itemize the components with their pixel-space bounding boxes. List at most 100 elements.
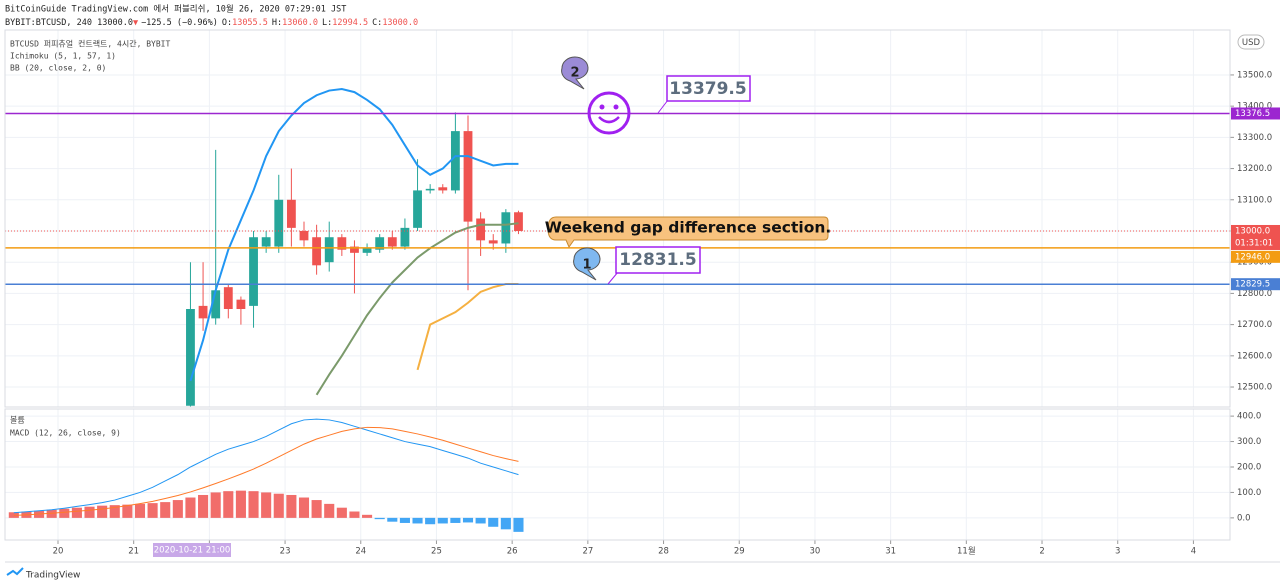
histogram-bar — [46, 509, 57, 518]
candle-body — [211, 290, 221, 319]
last-price-label: 13000.0 — [1235, 226, 1270, 236]
x-tick-label: 23 — [280, 547, 291, 557]
histogram-bar — [311, 500, 322, 518]
y-tick-label: 12500.0 — [1237, 383, 1272, 393]
pane-title: BTCUSD 퍼피츄얼 컨트랙트, 4시간, BYBIT — [10, 39, 170, 49]
price-note: 13379.5 — [669, 79, 746, 99]
candle-body — [186, 309, 195, 406]
x-tick-label: 30 — [810, 547, 821, 557]
indicator-legend: BB (20, close, 2, 0) — [10, 64, 106, 73]
last-price-bg — [1231, 224, 1280, 250]
histogram-bar — [412, 517, 423, 524]
level-label-bg — [1231, 107, 1280, 120]
smiley — [587, 91, 631, 135]
indicator-legend: MACD (12, 26, close, 9) — [10, 429, 121, 438]
candle-body — [488, 240, 498, 244]
marker-bubble — [561, 56, 589, 90]
level-label: 12829.5 — [1235, 280, 1270, 290]
callout-pointer — [607, 271, 619, 285]
candle-body — [299, 230, 309, 241]
ohlc-key: C: — [372, 18, 382, 28]
candle-body — [476, 218, 486, 241]
annotations: 2 13379.5 Weekend gap difference section… — [545, 56, 832, 285]
main-pane-border — [4, 29, 1231, 408]
histogram-bar — [84, 506, 95, 518]
histogram-bar — [450, 517, 461, 523]
histogram-bar — [109, 505, 120, 518]
histogram-bar — [248, 491, 259, 518]
ohlc-value: 12994.5 — [332, 18, 368, 28]
candle-body — [438, 187, 448, 191]
candle-body — [463, 131, 473, 222]
candle-body — [400, 227, 410, 247]
histogram-bar — [362, 514, 373, 518]
candle-body — [350, 246, 359, 253]
x-tick-label: 11월 — [957, 546, 976, 557]
pane-title: 볼륨 — [10, 415, 25, 425]
histogram-bar — [336, 507, 347, 518]
candles — [186, 87, 523, 407]
crosshair-label-bg — [153, 543, 231, 557]
histogram-bar — [513, 517, 524, 532]
logo — [6, 567, 24, 576]
ohlc-key: O: — [222, 18, 232, 28]
footer: TradingView — [25, 571, 80, 581]
histogram-bar — [147, 503, 158, 518]
y-tick-label: 12600.0 — [1237, 351, 1272, 361]
histogram-bar — [235, 490, 246, 518]
macd-pane-border — [4, 408, 1231, 541]
candle-body — [312, 237, 322, 266]
x-tick-label: 2 — [1039, 547, 1044, 557]
histogram-bar — [223, 491, 234, 518]
indicator-line — [315, 222, 519, 396]
ohlc-key: L: — [322, 18, 332, 28]
candle-body — [337, 237, 347, 250]
ohlc-value: 13060.0 — [282, 18, 318, 28]
y-tick-label: 200.0 — [1237, 462, 1261, 472]
histogram-bar — [374, 517, 385, 520]
histogram-bar — [324, 503, 335, 518]
histogram-bar — [298, 497, 310, 518]
candle-body — [375, 237, 385, 250]
x-tick-label: 29 — [734, 547, 745, 557]
ohlc-key: H: — [272, 18, 282, 28]
smiley-eye — [599, 104, 605, 110]
level-label: 13376.5 — [1235, 109, 1270, 119]
candle-body — [413, 190, 422, 228]
y-tick-label: 13500.0 — [1237, 70, 1272, 80]
candle-body — [324, 237, 334, 263]
gap-note: Weekend gap difference section. — [545, 219, 832, 237]
x-tick-label: 20 — [53, 547, 64, 557]
candle-body — [249, 237, 258, 306]
price-note: 12831.5 — [619, 250, 696, 270]
x-tick-label: 3 — [1115, 547, 1120, 557]
histogram-bar — [59, 508, 70, 518]
candle-body — [514, 212, 523, 231]
y-tick-label: 13300.0 — [1237, 133, 1272, 143]
symbol-info: BYBIT:BTCUSD, 240 13000.0▼ −125.5 (−0.96%… — [5, 18, 418, 28]
histogram-bar — [349, 511, 360, 518]
y-tick-label: 13200.0 — [1237, 164, 1272, 174]
y-tick-label: 300.0 — [1237, 437, 1261, 447]
y-tick-label: 400.0 — [1237, 412, 1261, 422]
marker-label: 1 — [582, 258, 591, 273]
x-tick-label: 25 — [431, 547, 442, 557]
x-tick-label: 28 — [658, 547, 669, 557]
histogram-bar — [462, 517, 474, 523]
histogram-bar — [286, 494, 297, 518]
smiley-eye — [613, 104, 619, 110]
histogram-bar — [122, 504, 133, 518]
indicator-line — [189, 87, 519, 382]
callout-pointer — [657, 99, 669, 114]
level-label-bg — [1231, 250, 1280, 263]
marker-bubble — [573, 247, 601, 281]
macd-line — [13, 418, 519, 514]
candle-body — [223, 287, 233, 310]
y-tick-label: 13400.0 — [1237, 102, 1272, 112]
histogram-bar — [488, 517, 499, 527]
x-tick-label: 26 — [507, 547, 518, 557]
y-tick-label: 12700.0 — [1237, 320, 1272, 330]
ohlc-value: 13055.5 — [232, 18, 268, 28]
candle-body — [198, 305, 208, 319]
y-tick-label: 0.0 — [1237, 513, 1251, 523]
